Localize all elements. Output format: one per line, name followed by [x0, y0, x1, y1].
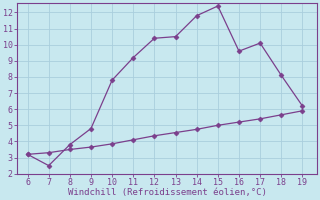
X-axis label: Windchill (Refroidissement éolien,°C): Windchill (Refroidissement éolien,°C): [68, 188, 267, 197]
